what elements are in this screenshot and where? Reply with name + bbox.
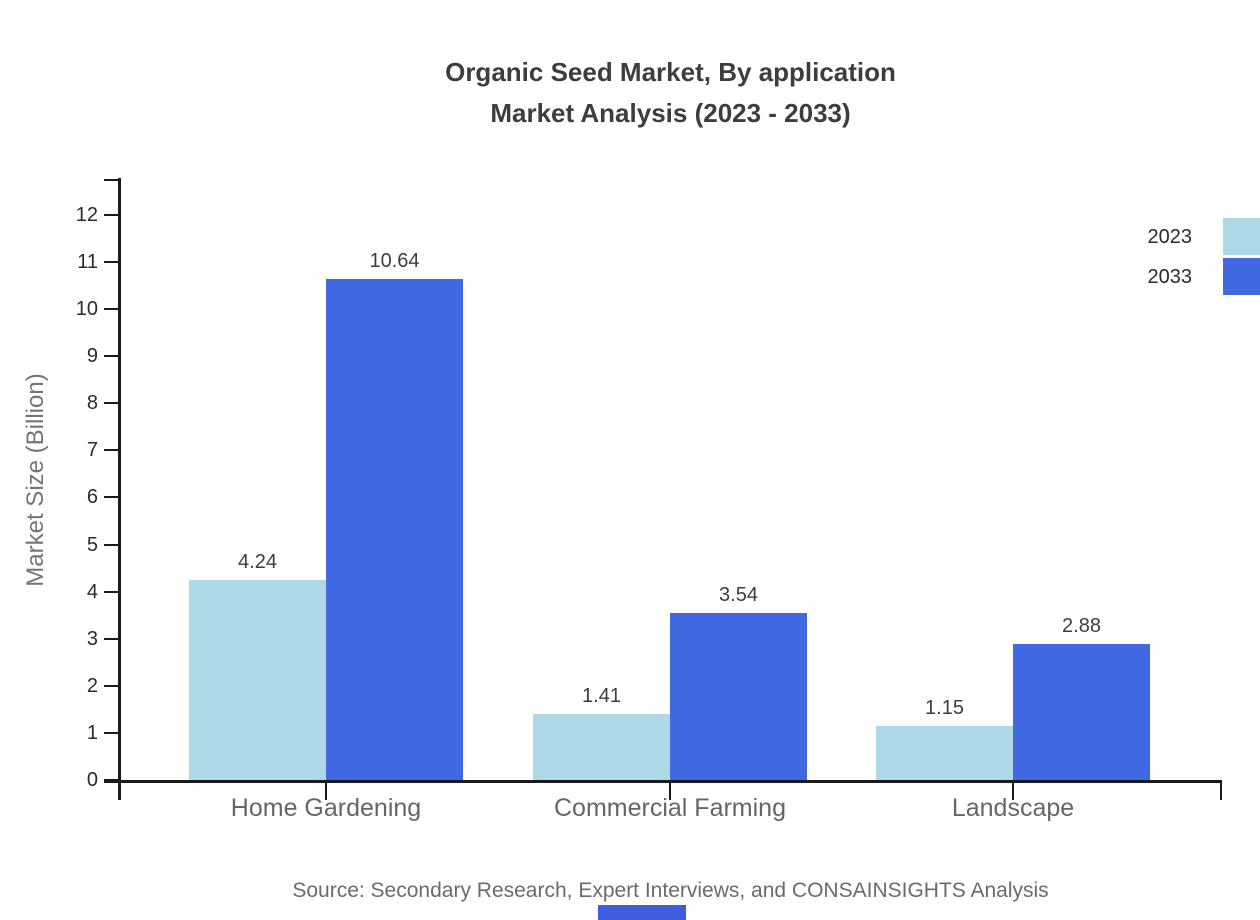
y-tick-mark bbox=[104, 355, 118, 358]
y-tick-mark bbox=[104, 213, 118, 216]
y-tick-label: 4 bbox=[86, 580, 98, 603]
bar-value-label: 3.54 bbox=[719, 584, 758, 607]
y-axis-line bbox=[118, 178, 121, 800]
bar-value-label: 1.15 bbox=[925, 696, 964, 719]
x-axis-line bbox=[104, 780, 1222, 783]
bar-2023-commercial-farming bbox=[533, 713, 670, 780]
chart-title: Organic Seed Market, By application Mark… bbox=[81, 52, 1260, 134]
bar-value-label: 1.41 bbox=[582, 684, 621, 707]
y-tick-label: 3 bbox=[86, 627, 98, 650]
source-note: Source: Secondary Research, Expert Inter… bbox=[292, 879, 1049, 902]
x-tick-mark bbox=[1012, 780, 1014, 800]
bar-2023-landscape bbox=[876, 725, 1013, 780]
chart-title-line2: Market Analysis (2023 - 2033) bbox=[490, 98, 851, 128]
legend-label-2023: 2023 bbox=[1147, 226, 1193, 248]
y-tick-label: 11 bbox=[77, 250, 98, 273]
y-tick-mark bbox=[104, 779, 118, 781]
y-tick-mark bbox=[104, 590, 118, 593]
y-tick-label: 5 bbox=[86, 533, 98, 556]
x-axis-end-tick bbox=[1220, 780, 1222, 800]
y-tick-mark bbox=[104, 637, 118, 640]
bar-2033-landscape bbox=[1013, 644, 1150, 780]
y-tick-label: 9 bbox=[86, 345, 98, 368]
y-tick-mark bbox=[104, 684, 118, 687]
y-tick-label: 8 bbox=[86, 392, 98, 415]
category-label: Landscape bbox=[951, 794, 1075, 822]
legend-swatch-2023 bbox=[1223, 218, 1260, 255]
y-tick-label: 10 bbox=[75, 298, 98, 320]
y-tick-label: 6 bbox=[86, 486, 98, 509]
y-tick-mark bbox=[104, 543, 118, 546]
y-tick-label: 7 bbox=[86, 439, 98, 462]
y-axis-top-cap bbox=[104, 179, 118, 181]
bar-2033-commercial-farming bbox=[670, 613, 807, 780]
bar-value-label: 4.24 bbox=[238, 551, 277, 574]
x-tick-mark bbox=[669, 780, 671, 800]
y-tick-label: 0 bbox=[86, 769, 98, 791]
y-tick-mark bbox=[104, 402, 118, 405]
legend-swatch-2033 bbox=[1223, 258, 1260, 295]
y-tick-mark bbox=[104, 308, 118, 310]
y-tick-mark bbox=[104, 731, 118, 734]
bar-value-label: 2.88 bbox=[1062, 615, 1101, 638]
category-label: Home Gardening bbox=[230, 794, 422, 822]
bar-2033-home-gardening bbox=[326, 278, 463, 780]
chart-title-line1: Organic Seed Market, By application bbox=[445, 57, 896, 87]
legend-label-2033: 2033 bbox=[1147, 266, 1193, 288]
bar-2023-home-gardening bbox=[189, 580, 326, 780]
y-tick-mark bbox=[104, 496, 118, 499]
x-tick-mark bbox=[325, 780, 327, 800]
y-tick-label: 2 bbox=[86, 674, 98, 697]
bar-value-label: 10.64 bbox=[369, 249, 420, 272]
footer-accent-bar bbox=[598, 905, 686, 920]
y-tick-mark bbox=[104, 449, 118, 452]
category-label: Commercial Farming bbox=[554, 794, 786, 822]
y-tick-mark bbox=[104, 260, 118, 263]
y-tick-label: 1 bbox=[86, 721, 98, 744]
y-tick-label: 12 bbox=[75, 203, 98, 226]
